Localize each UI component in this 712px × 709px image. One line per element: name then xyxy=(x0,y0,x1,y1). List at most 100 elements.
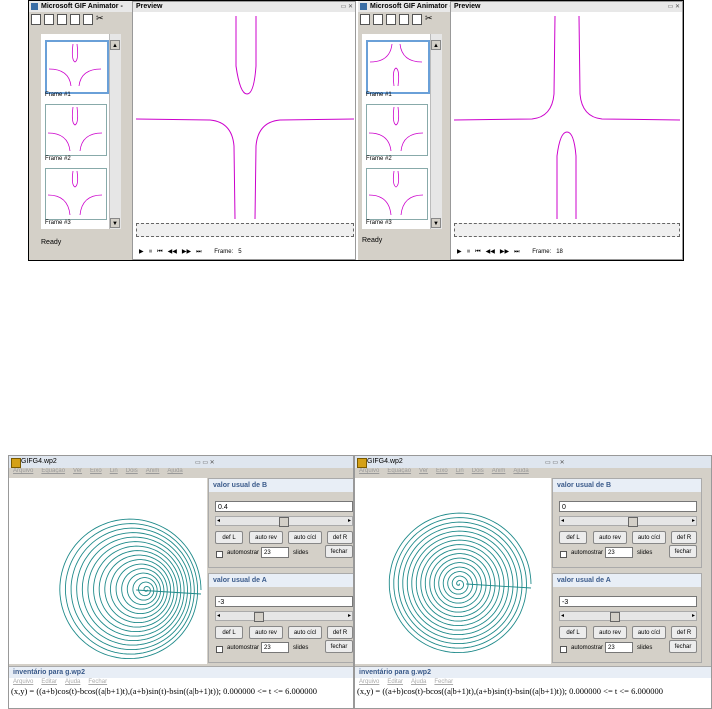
menu-item[interactable]: Ajuda xyxy=(65,679,81,685)
slider-right-icon[interactable]: ▸ xyxy=(691,613,695,619)
menu-item[interactable]: Editar xyxy=(387,679,404,685)
auto-cycle-button[interactable]: auto cícl xyxy=(632,531,666,544)
last-frame-icon[interactable]: ⏭ xyxy=(196,249,202,255)
prev-frame-icon[interactable]: ◀◀ xyxy=(485,249,495,255)
menu-item[interactable]: Eixo xyxy=(436,468,448,474)
open-icon[interactable] xyxy=(44,14,54,25)
menu-item[interactable]: Lin xyxy=(455,468,464,474)
frame-list-scrollbar[interactable]: ▲ ▼ xyxy=(430,34,442,229)
auto-cycle-button[interactable]: auto cícl xyxy=(288,626,322,639)
menu-item[interactable]: Arquivo xyxy=(13,679,34,685)
slider-right-icon[interactable]: ▸ xyxy=(347,518,351,524)
slider-knob[interactable] xyxy=(254,612,264,622)
slider-knob[interactable] xyxy=(279,517,289,527)
def-r-button[interactable]: def R xyxy=(671,626,697,639)
auto-rev-button[interactable]: auto rev xyxy=(249,531,283,544)
menu-item[interactable]: Ver xyxy=(73,468,83,474)
close-button[interactable]: fechar xyxy=(325,545,353,558)
next-frame-icon[interactable]: ▶▶ xyxy=(499,249,510,255)
def-r-button[interactable]: def R xyxy=(327,626,353,639)
frame-thumbnail[interactable] xyxy=(45,104,107,156)
auto-rev-button[interactable]: auto rev xyxy=(593,531,627,544)
frame-thumbnail[interactable] xyxy=(366,168,428,220)
first-frame-icon[interactable]: ⏮ xyxy=(157,249,163,255)
curve-formula[interactable]: (x,y) = ((a+b)cos(t)-bcos((a|b+1)t),(a+b… xyxy=(357,686,663,696)
menu-item[interactable]: Equação xyxy=(387,468,412,474)
b-slider[interactable]: ◂ ▸ xyxy=(559,516,697,527)
menu-item[interactable]: Editar xyxy=(41,679,58,685)
a-slider[interactable]: ◂ ▸ xyxy=(215,611,353,622)
curve-formula[interactable]: (x,y) = ((a+b)cos(t)-bcos((a|b+1)t),(a+b… xyxy=(11,686,317,696)
menu-item[interactable]: Ajuda xyxy=(167,468,183,474)
window-buttons[interactable]: ▭ ▭ ✕ xyxy=(545,460,565,466)
insert-icon[interactable] xyxy=(399,14,409,25)
scroll-up-icon[interactable]: ▲ xyxy=(431,40,441,50)
def-l-button[interactable]: def L xyxy=(559,531,587,544)
menu-item[interactable]: Fechar xyxy=(88,679,108,685)
stop-icon[interactable]: ■ xyxy=(466,249,471,255)
automostrar-checkbox[interactable] xyxy=(216,646,223,653)
close-button[interactable]: fechar xyxy=(669,545,697,558)
menu-item[interactable]: Arquivo xyxy=(359,468,380,474)
auto-rev-button[interactable]: auto rev xyxy=(249,626,283,639)
slider-left-icon[interactable]: ◂ xyxy=(217,613,221,619)
auto-cycle-button[interactable]: auto cícl xyxy=(632,626,666,639)
menu-item[interactable]: Arquivo xyxy=(359,679,380,685)
slider-knob[interactable] xyxy=(610,612,620,622)
new-icon[interactable] xyxy=(360,14,370,25)
insert-icon[interactable] xyxy=(70,14,80,25)
window-buttons[interactable]: ▭ ▭ ✕ xyxy=(195,460,215,466)
auto-cycle-button[interactable]: auto cícl xyxy=(288,531,322,544)
menu-item[interactable]: Equação xyxy=(41,468,66,474)
b-value-input[interactable]: 0.4 xyxy=(215,501,353,512)
def-l-button[interactable]: def L xyxy=(215,531,243,544)
frame-thumbnail[interactable] xyxy=(45,40,109,94)
automostrar-checkbox[interactable] xyxy=(560,551,567,558)
def-r-button[interactable]: def R xyxy=(671,531,697,544)
close-button[interactable]: fechar xyxy=(669,640,697,653)
new-icon[interactable] xyxy=(31,14,41,25)
a-value-input[interactable]: -3 xyxy=(215,596,353,607)
menu-item[interactable]: Eixo xyxy=(90,468,102,474)
menu-item[interactable]: Ajuda xyxy=(411,679,427,685)
slider-right-icon[interactable]: ▸ xyxy=(347,613,351,619)
a-slider[interactable]: ◂ ▸ xyxy=(559,611,697,622)
slides-input[interactable]: 23 xyxy=(261,547,289,558)
cut-icon[interactable]: ✂ xyxy=(96,13,104,23)
wizard-icon[interactable] xyxy=(412,14,422,25)
menu-item[interactable]: Ver xyxy=(419,468,429,474)
menu-item[interactable]: Lin xyxy=(109,468,118,474)
scroll-down-icon[interactable]: ▼ xyxy=(431,218,441,228)
frame-thumbnail[interactable] xyxy=(366,104,428,156)
scroll-down-icon[interactable]: ▼ xyxy=(110,218,120,228)
slides-input[interactable]: 23 xyxy=(261,642,289,653)
slider-right-icon[interactable]: ▸ xyxy=(691,518,695,524)
play-icon[interactable]: ▶ xyxy=(139,249,144,255)
def-l-button[interactable]: def L xyxy=(215,626,243,639)
window-buttons[interactable]: ▭ ✕ xyxy=(340,4,353,10)
frame-thumbnail[interactable] xyxy=(45,168,107,220)
b-value-input[interactable]: 0 xyxy=(559,501,697,512)
a-value-input[interactable]: -3 xyxy=(559,596,697,607)
frame-thumbnail[interactable] xyxy=(366,40,430,94)
scroll-up-icon[interactable]: ▲ xyxy=(110,40,120,50)
def-r-button[interactable]: def R xyxy=(327,531,353,544)
slider-left-icon[interactable]: ◂ xyxy=(217,518,221,524)
cut-icon[interactable]: ✂ xyxy=(425,13,433,23)
menu-item[interactable]: Dois xyxy=(471,468,484,474)
menu-item[interactable]: Dois xyxy=(125,468,138,474)
timeline[interactable] xyxy=(136,223,354,237)
stop-icon[interactable]: ■ xyxy=(148,249,153,255)
slides-input[interactable]: 23 xyxy=(605,642,633,653)
automostrar-checkbox[interactable] xyxy=(560,646,567,653)
play-icon[interactable]: ▶ xyxy=(457,249,462,255)
save-icon[interactable] xyxy=(386,14,396,25)
next-frame-icon[interactable]: ▶▶ xyxy=(181,249,192,255)
open-icon[interactable] xyxy=(373,14,383,25)
close-button[interactable]: fechar xyxy=(325,640,353,653)
automostrar-checkbox[interactable] xyxy=(216,551,223,558)
auto-rev-button[interactable]: auto rev xyxy=(593,626,627,639)
last-frame-icon[interactable]: ⏭ xyxy=(514,249,520,255)
menu-item[interactable]: Anim xyxy=(145,468,160,474)
frame-list-scrollbar[interactable]: ▲ ▼ xyxy=(109,34,121,229)
